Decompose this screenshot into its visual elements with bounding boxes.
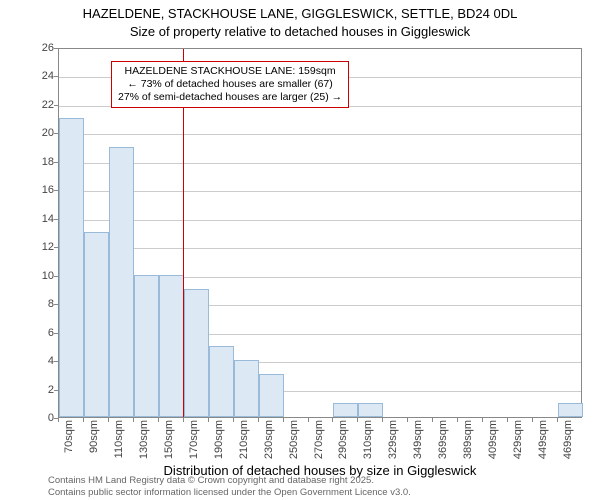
plot-area: HAZELDENE STACKHOUSE LANE: 159sqm← 73% o… <box>58 48 582 418</box>
y-tick-mark <box>54 304 58 305</box>
histogram-bar <box>134 275 159 417</box>
y-tick-mark <box>54 361 58 362</box>
x-tick-mark <box>158 418 159 422</box>
gridline <box>59 220 581 221</box>
chart-footer: Contains HM Land Registry data © Crown c… <box>48 475 411 498</box>
x-tick-mark <box>482 418 483 422</box>
histogram-bar <box>333 403 358 417</box>
chart-title-address: HAZELDENE, STACKHOUSE LANE, GIGGLESWICK,… <box>0 6 600 21</box>
histogram-bar <box>259 374 284 417</box>
x-tick-mark <box>332 418 333 422</box>
x-tick-mark <box>382 418 383 422</box>
annotation-box: HAZELDENE STACKHOUSE LANE: 159sqm← 73% o… <box>111 61 349 108</box>
annotation-line2: ← 73% of detached houses are smaller (67… <box>118 78 342 91</box>
y-tick-mark <box>54 133 58 134</box>
x-tick-mark <box>507 418 508 422</box>
y-tick-label: 24 <box>32 70 54 82</box>
x-tick-mark <box>457 418 458 422</box>
x-tick-mark <box>183 418 184 422</box>
y-tick-label: 12 <box>32 241 54 253</box>
x-tick-mark <box>108 418 109 422</box>
y-tick-label: 4 <box>32 355 54 367</box>
footer-licence: Contains public sector information licen… <box>48 487 411 498</box>
histogram-bar <box>558 403 583 417</box>
histogram-bar <box>234 360 259 417</box>
y-tick-mark <box>54 162 58 163</box>
y-tick-mark <box>54 219 58 220</box>
histogram-bar <box>109 147 134 417</box>
y-tick-mark <box>54 105 58 106</box>
x-tick-mark <box>532 418 533 422</box>
y-tick-mark <box>54 190 58 191</box>
y-tick-label: 22 <box>32 99 54 111</box>
y-tick-label: 6 <box>32 327 54 339</box>
x-tick-mark <box>308 418 309 422</box>
x-tick-mark <box>208 418 209 422</box>
x-tick-mark <box>557 418 558 422</box>
x-tick-mark <box>133 418 134 422</box>
x-tick-mark <box>233 418 234 422</box>
histogram-bar <box>184 289 209 417</box>
gridline <box>59 248 581 249</box>
y-tick-mark <box>54 390 58 391</box>
histogram-bar <box>84 232 109 417</box>
histogram-bar <box>59 118 84 417</box>
x-tick-mark <box>357 418 358 422</box>
annotation-line3: 27% of semi-detached houses are larger (… <box>118 91 342 104</box>
histogram-bar <box>209 346 234 417</box>
annotation-line1: HAZELDENE STACKHOUSE LANE: 159sqm <box>118 65 342 78</box>
y-tick-mark <box>54 333 58 334</box>
chart-subtitle: Size of property relative to detached ho… <box>0 24 600 39</box>
y-tick-label: 14 <box>32 213 54 225</box>
x-tick-mark <box>407 418 408 422</box>
histogram-bar <box>358 403 383 417</box>
y-tick-label: 16 <box>32 184 54 196</box>
y-tick-mark <box>54 76 58 77</box>
y-tick-mark <box>54 276 58 277</box>
x-tick-mark <box>283 418 284 422</box>
y-tick-label: 8 <box>32 298 54 310</box>
x-tick-mark <box>58 418 59 422</box>
gridline <box>59 191 581 192</box>
y-tick-label: 26 <box>32 42 54 54</box>
y-tick-mark <box>54 48 58 49</box>
y-tick-mark <box>54 247 58 248</box>
gridline <box>59 163 581 164</box>
y-tick-label: 10 <box>32 270 54 282</box>
y-tick-label: 20 <box>32 127 54 139</box>
footer-copyright: Contains HM Land Registry data © Crown c… <box>48 475 411 486</box>
y-tick-label: 2 <box>32 384 54 396</box>
gridline <box>59 134 581 135</box>
x-tick-mark <box>432 418 433 422</box>
histogram-bar <box>159 275 184 417</box>
x-tick-mark <box>83 418 84 422</box>
y-tick-label: 18 <box>32 156 54 168</box>
y-tick-label: 0 <box>32 412 54 424</box>
x-tick-mark <box>258 418 259 422</box>
